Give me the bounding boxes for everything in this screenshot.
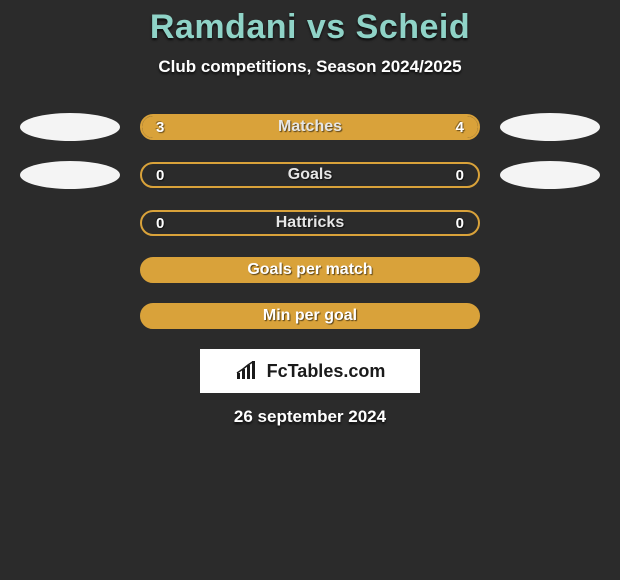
stat-label: Goals per match bbox=[142, 261, 478, 279]
bar-chart-icon bbox=[235, 361, 261, 381]
stat-row: 00Goals bbox=[0, 161, 620, 189]
comparison-infographic: Ramdani vs Scheid Club competitions, Sea… bbox=[0, 0, 620, 427]
stat-label: Min per goal bbox=[142, 307, 478, 325]
simple-stat-bar: Min per goal bbox=[140, 303, 480, 329]
stat-bar: 00Goals bbox=[140, 162, 480, 188]
stat-label: Hattricks bbox=[142, 214, 478, 232]
stat-row: 34Matches bbox=[0, 113, 620, 141]
brand-badge: FcTables.com bbox=[200, 349, 420, 393]
stats-region: 34Matches 00Goals 00Hattricks bbox=[0, 113, 620, 237]
player-ellipse-right bbox=[500, 113, 600, 141]
simple-bars-region: Goals per match Min per goal bbox=[0, 257, 620, 329]
stat-row: 00Hattricks bbox=[0, 209, 620, 237]
player-ellipse-right bbox=[500, 161, 600, 189]
stat-bar: 34Matches bbox=[140, 114, 480, 140]
player-ellipse-left bbox=[20, 113, 120, 141]
date-line: 26 september 2024 bbox=[0, 407, 620, 427]
player-ellipse-left bbox=[20, 161, 120, 189]
page-title: Ramdani vs Scheid bbox=[0, 8, 620, 47]
page-subtitle: Club competitions, Season 2024/2025 bbox=[0, 57, 620, 77]
stat-bar: 00Hattricks bbox=[140, 210, 480, 236]
stat-label: Goals bbox=[142, 166, 478, 184]
simple-stat-bar: Goals per match bbox=[140, 257, 480, 283]
stat-label: Matches bbox=[142, 118, 478, 136]
brand-text: FcTables.com bbox=[267, 361, 386, 382]
